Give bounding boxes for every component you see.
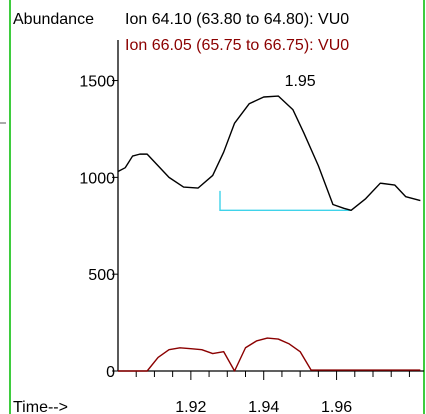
peak-baseline	[219, 190, 352, 211]
series-line-1	[117, 95, 421, 211]
x-tick-label: 1.96	[321, 399, 352, 414]
y-tick-label: 1000	[79, 170, 115, 187]
x-tick-label: 1.92	[175, 399, 206, 414]
y-tick-label: 1500	[79, 74, 115, 91]
peak-retention-label: 1.95	[285, 73, 316, 90]
x-tick-label: 1.94	[248, 399, 279, 414]
y-tick-label: 500	[88, 267, 115, 284]
x-axis-title: Time-->	[13, 399, 68, 414]
series-line-2	[118, 337, 421, 372]
y-tick-label: 0	[106, 364, 115, 381]
legend-series-2: Ion 66.05 (65.75 to 66.75): VU0	[125, 37, 349, 54]
y-axis-title: Abundance	[13, 11, 94, 28]
legend-series-1: Ion 64.10 (63.80 to 64.80): VU0	[125, 11, 349, 28]
